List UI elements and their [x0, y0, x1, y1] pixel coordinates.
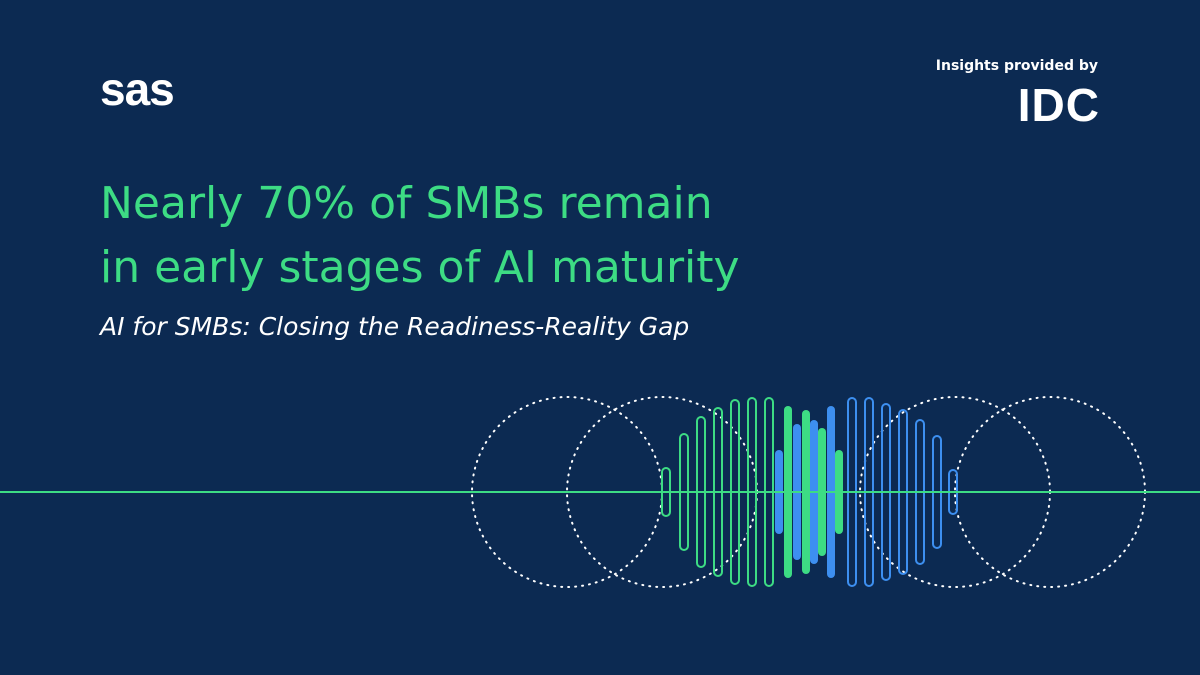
subtitle: AI for SMBs: Closing the Readiness-Reali… — [100, 312, 690, 341]
attribution-label: Insights provided by — [935, 58, 1098, 74]
idc-logo: IDC — [1017, 79, 1100, 131]
headline-line: in early stages of AI maturity — [100, 242, 740, 293]
headline-line: Nearly 70% of SMBs remain — [100, 178, 713, 229]
sas-logo: sas — [100, 63, 175, 115]
headline: Nearly 70% of SMBs remain in early stage… — [100, 172, 740, 300]
